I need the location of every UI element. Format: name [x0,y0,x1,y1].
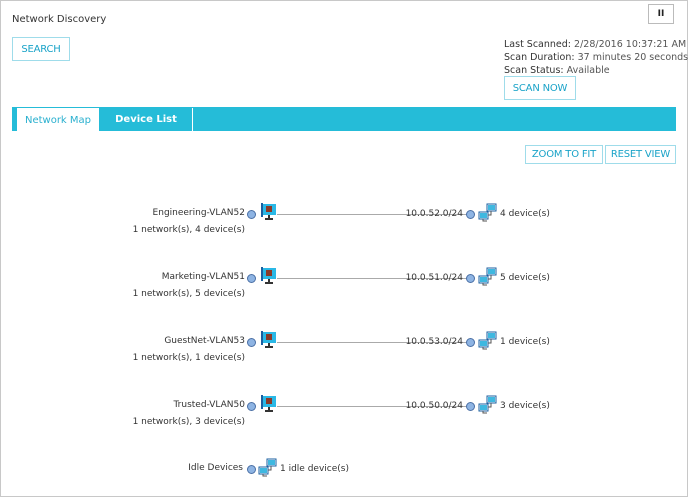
tab-network-map[interactable]: Network Map [17,108,99,132]
subnet-label: 10.0.53.0/24 [405,337,463,347]
connection-line [277,406,467,407]
node-dot-icon[interactable] [466,402,475,411]
node-dot-icon[interactable] [247,210,256,219]
vlan-summary: 1 network(s), 4 device(s) [132,225,245,235]
scan-status-label: Scan Status: [504,65,564,76]
node-dot-icon[interactable] [247,274,256,283]
device-count: 3 device(s) [500,401,550,411]
vlan-row[interactable]: GuestNet-VLAN53 1 network(s), 1 device(s… [0,331,688,363]
idle-devices-row[interactable]: Idle Devices 1 idle device(s) [0,458,688,483]
node-dot-icon[interactable] [466,210,475,219]
devices-icon[interactable] [478,203,498,223]
devices-icon[interactable] [478,395,498,415]
vlan-summary: 1 network(s), 3 device(s) [132,417,245,427]
vlan-summary: 1 network(s), 1 device(s) [132,353,245,363]
vlan-row[interactable]: Trusted-VLAN50 1 network(s), 3 device(s)… [0,395,688,427]
vlan-row[interactable]: Engineering-VLAN52 1 network(s), 4 devic… [0,203,688,235]
last-scanned-value: 2/28/2016 10:37:21 AM [574,39,687,50]
last-scanned-label: Last Scanned: [504,39,572,50]
node-dot-icon[interactable] [466,274,475,283]
vlan-name: Marketing-VLAN51 [161,272,245,282]
connection-line [277,278,467,279]
tab-device-list[interactable]: Device List [100,108,193,131]
node-dot-icon[interactable] [247,402,256,411]
subnet-label: 10.0.52.0/24 [405,209,463,219]
node-dot-icon[interactable] [247,338,256,347]
vlan-summary: 1 network(s), 5 device(s) [132,289,245,299]
vlan-name: Trusted-VLAN50 [173,400,246,410]
tab-bar: Network Map Device List [12,107,676,132]
devices-icon [258,458,277,477]
devices-icon[interactable] [478,331,498,351]
vlan-switch-icon[interactable] [261,395,277,413]
node-dot-icon[interactable] [466,338,475,347]
vlan-name: GuestNet-VLAN53 [164,336,245,346]
device-count: 1 device(s) [500,337,550,347]
connection-line [277,342,467,343]
search-button[interactable]: SEARCH [12,37,70,61]
vlan-switch-icon[interactable] [261,331,277,349]
devices-icon[interactable] [478,267,498,287]
vlan-row[interactable]: Marketing-VLAN51 1 network(s), 5 device(… [0,267,688,299]
pause-button[interactable]: II [648,4,674,24]
reset-view-button[interactable]: RESET VIEW [605,145,676,164]
device-count: 5 device(s) [500,273,550,283]
scan-info: Last Scanned: 2/28/2016 10:37:21 AM Scan… [504,38,688,77]
device-count: 4 device(s) [500,209,550,219]
idle-devices-label: Idle Devices [188,463,243,473]
connection-line [277,214,467,215]
scan-duration-value: 37 minutes 20 seconds [577,52,688,63]
subnet-label: 10.0.50.0/24 [405,401,463,411]
scan-status-value: Available [566,65,610,76]
zoom-to-fit-button[interactable]: ZOOM TO FIT [525,145,603,164]
page-title: Network Discovery [12,14,107,25]
vlan-switch-icon[interactable] [261,203,277,221]
scan-duration-label: Scan Duration: [504,52,575,63]
scan-now-button[interactable]: SCAN NOW [504,76,576,100]
vlan-switch-icon[interactable] [261,267,277,285]
vlan-name: Engineering-VLAN52 [152,208,245,218]
node-dot-icon[interactable] [247,465,256,474]
subnet-label: 10.0.51.0/24 [405,273,463,283]
idle-device-count: 1 idle device(s) [280,464,349,474]
